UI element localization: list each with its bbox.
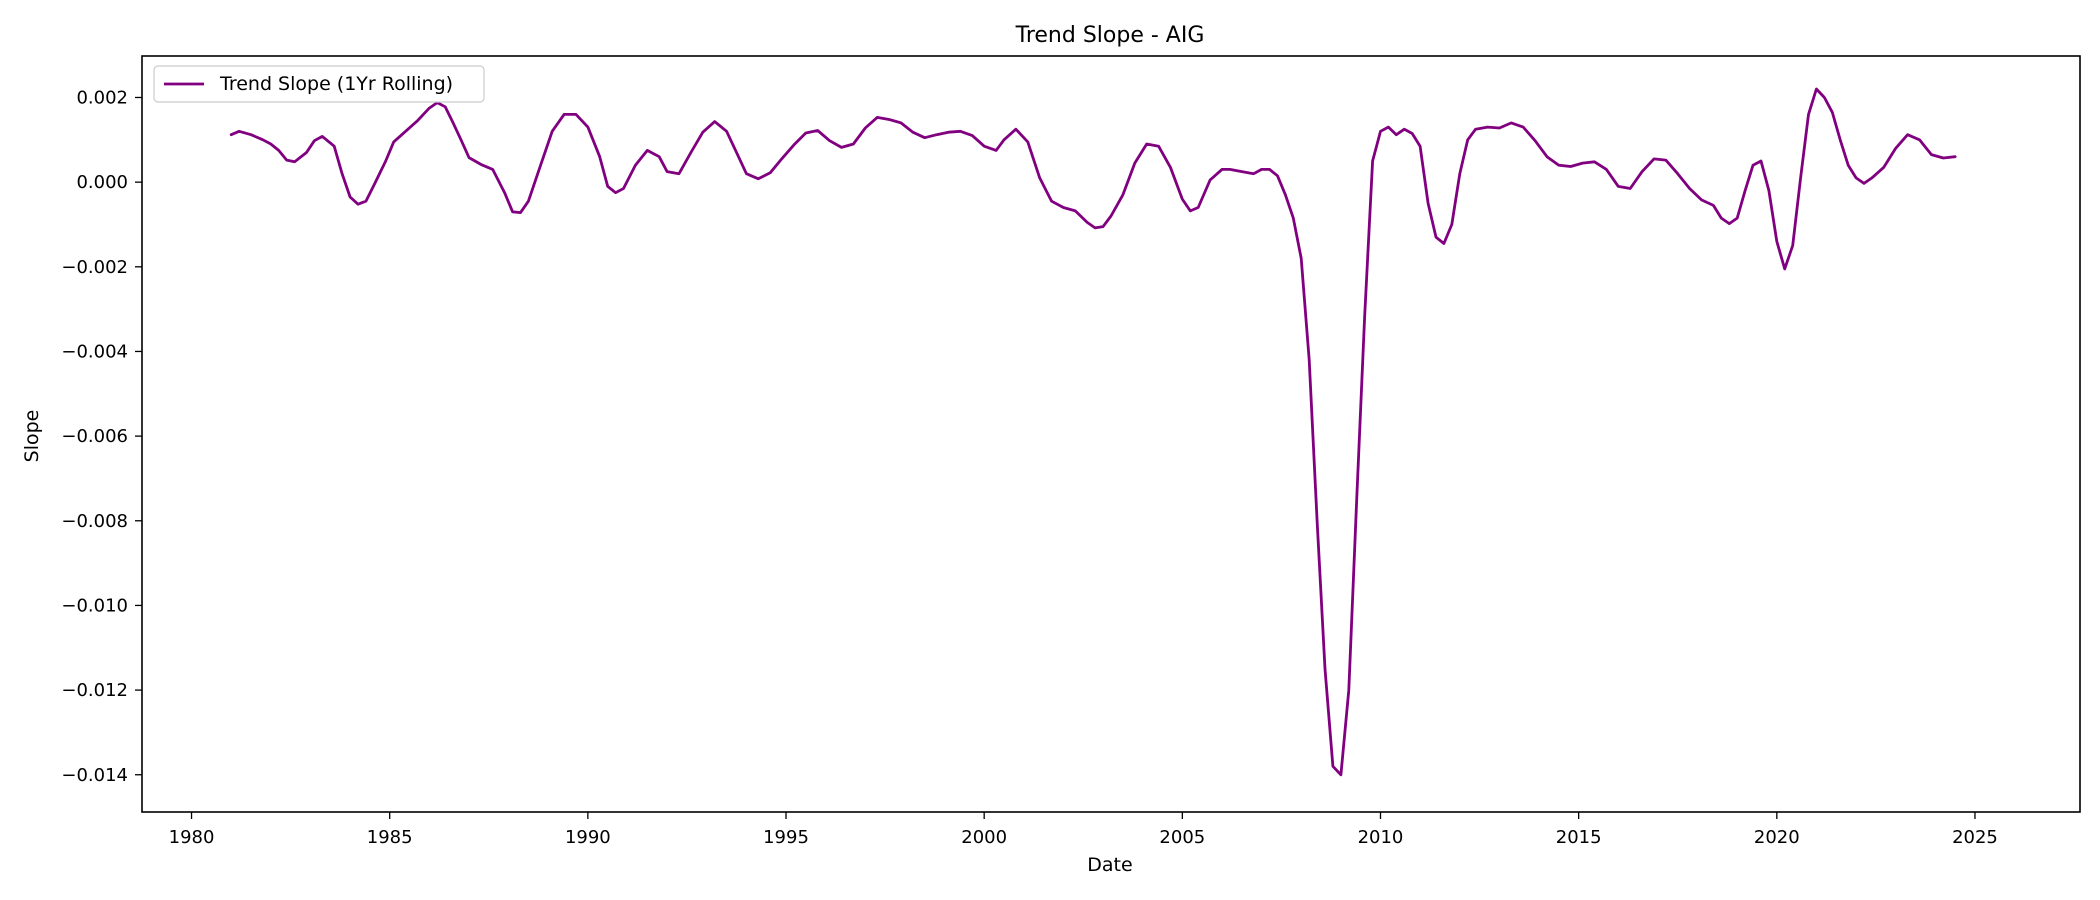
x-tick-label: 2025 — [1952, 827, 1998, 848]
x-tick-label: 2000 — [961, 827, 1007, 848]
y-axis-label: Slope — [21, 410, 43, 463]
y-tick-label: 0.000 — [76, 172, 128, 193]
legend: Trend Slope (1Yr Rolling) — [153, 65, 485, 103]
x-axis-label: Date — [1087, 854, 1132, 876]
y-tick-label: −0.002 — [61, 257, 128, 278]
legend-box — [153, 65, 485, 103]
x-axis-ticks: 1980 1985 1990 1995 2000 2005 2010 2015 2020 2025 — [169, 812, 1998, 848]
x-tick-label: 1995 — [763, 827, 809, 848]
x-tick-label: 2010 — [1358, 827, 1404, 848]
x-tick-label: 2015 — [1556, 827, 1602, 848]
y-tick-label: −0.010 — [61, 595, 128, 616]
series-layer — [229, 87, 1957, 777]
y-tick-label: −0.014 — [61, 765, 128, 786]
y-tick-label: −0.008 — [61, 511, 128, 532]
y-axis-ticks: 0.002 0.000 −0.002 −0.004 −0.006 −0.008 −0.010… — [61, 87, 142, 786]
y-tick-label: −0.006 — [61, 426, 128, 447]
x-tick-label: 1980 — [169, 827, 215, 848]
series-line-0 — [229, 87, 1957, 777]
x-tick-label: 2020 — [1754, 827, 1800, 848]
legend-label: Trend Slope (1Yr Rolling) — [219, 73, 453, 95]
x-tick-label: 1985 — [367, 827, 413, 848]
y-tick-label: 0.002 — [76, 87, 128, 108]
x-tick-label: 2005 — [1159, 827, 1205, 848]
chart-title: Trend Slope - AIG — [1015, 23, 1205, 48]
y-tick-label: −0.004 — [61, 341, 128, 362]
x-tick-label: 1990 — [565, 827, 611, 848]
axes-frame — [141, 55, 2081, 813]
y-tick-label: −0.012 — [61, 680, 128, 701]
